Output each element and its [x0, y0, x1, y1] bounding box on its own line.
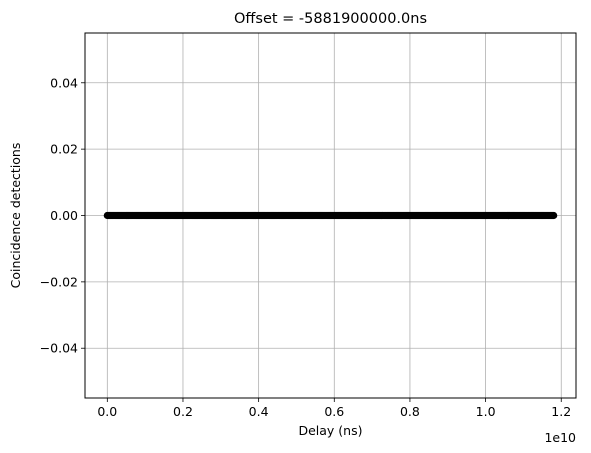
y-tick-label: 0.04 [50, 75, 78, 90]
y-tick-label: 0.00 [50, 208, 78, 223]
x-tick-label: 0.0 [97, 404, 117, 419]
y-tick-label: −0.04 [40, 341, 78, 356]
data-series [104, 212, 558, 219]
y-tick-label: 0.02 [50, 142, 78, 157]
x-tick-label: 1.0 [476, 404, 496, 419]
x-axis-label: Delay (ns) [298, 423, 362, 438]
x-tick-label: 1.2 [551, 404, 571, 419]
x-tick-label: 0.4 [249, 404, 269, 419]
x-tick-label: 0.2 [173, 404, 193, 419]
x-tick-label: 0.6 [324, 404, 344, 419]
y-axis-label: Coincidence detections [8, 143, 23, 289]
x-tick-label: 0.8 [400, 404, 420, 419]
y-tick-label: −0.02 [40, 274, 78, 289]
chart-title: Offset = -5881900000.0ns [234, 11, 427, 27]
data-point [550, 212, 557, 219]
x-axis-offset-label: 1e10 [544, 430, 576, 445]
